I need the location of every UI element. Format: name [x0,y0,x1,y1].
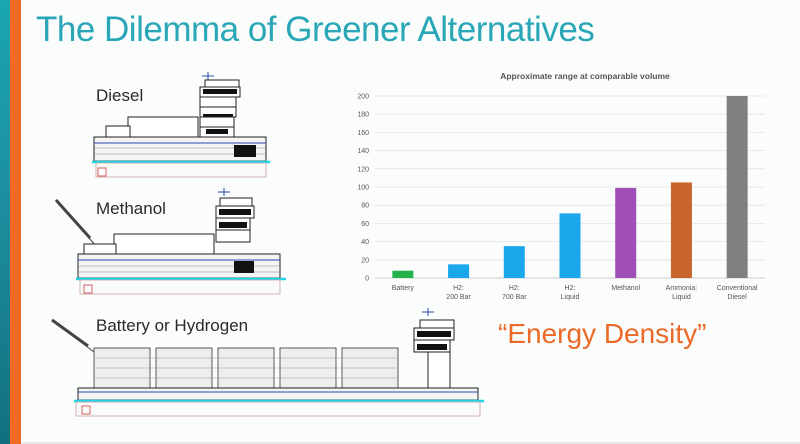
y-tick-label: 180 [357,112,369,119]
chart-title: Approximate range at comparable volume [500,71,670,81]
bar [448,264,470,278]
x-tick-label: Methanol [611,285,640,292]
y-tick-label: 100 [357,185,369,192]
x-tick-label: Liquid [561,294,580,301]
accent-stripe-teal [0,0,10,444]
x-tick-label: Battery [392,285,415,292]
bar [670,182,692,278]
chart-y-ticks: 0 20 40 60 80 100 120 140 160 180 200 [357,94,369,283]
x-tick-label: 700 Bar [502,294,527,301]
x-tick-label: H2: [565,285,576,292]
x-tick-label: Liquid [672,294,691,301]
slide-footer-line [21,442,800,444]
bar [726,96,748,278]
vessel-label-methanol: Methanol [96,199,166,218]
y-tick-label: 20 [361,257,369,264]
vessel-label-diesel: Diesel [96,86,144,105]
bar [615,187,637,278]
x-tick-label: H2: [453,285,464,292]
y-tick-label: 200 [357,94,369,101]
x-tick-label: Ammonia: [666,285,698,292]
x-tick-label: 200 Bar [446,294,471,301]
chart-x-ticks: Battery H2: 200 Bar H2: 700 Bar H2: Liquid Meth… [392,285,758,301]
y-tick-label: 0 [365,276,369,283]
bar [503,246,525,278]
x-tick-label: Conventional [717,285,758,292]
y-tick-label: 80 [361,203,369,210]
x-tick-label: H2: [509,285,520,292]
bar [559,213,581,278]
energy-density-callout: “Energy Density” [498,318,707,349]
y-tick-label: 140 [357,148,369,155]
diesel-towboat-drawing [92,72,270,178]
y-tick-label: 60 [361,221,369,228]
x-tick-label: Diesel [727,294,747,301]
bar [392,270,414,278]
methanol-towboat-drawing [54,188,286,295]
chart-bars [392,96,748,278]
y-tick-label: 160 [357,130,369,137]
vessel-label-battery-hydrogen: Battery or Hydrogen [96,316,249,335]
accent-stripe-orange [10,0,21,444]
battery-hydrogen-towboat-drawing [51,308,484,417]
y-tick-label: 40 [361,239,369,246]
energy-density-bar-chart: Approximate range at comparable volume 0… [357,71,765,301]
slide-title: The Dilemma of Greener Alternatives [36,10,595,49]
y-tick-label: 120 [357,166,369,173]
